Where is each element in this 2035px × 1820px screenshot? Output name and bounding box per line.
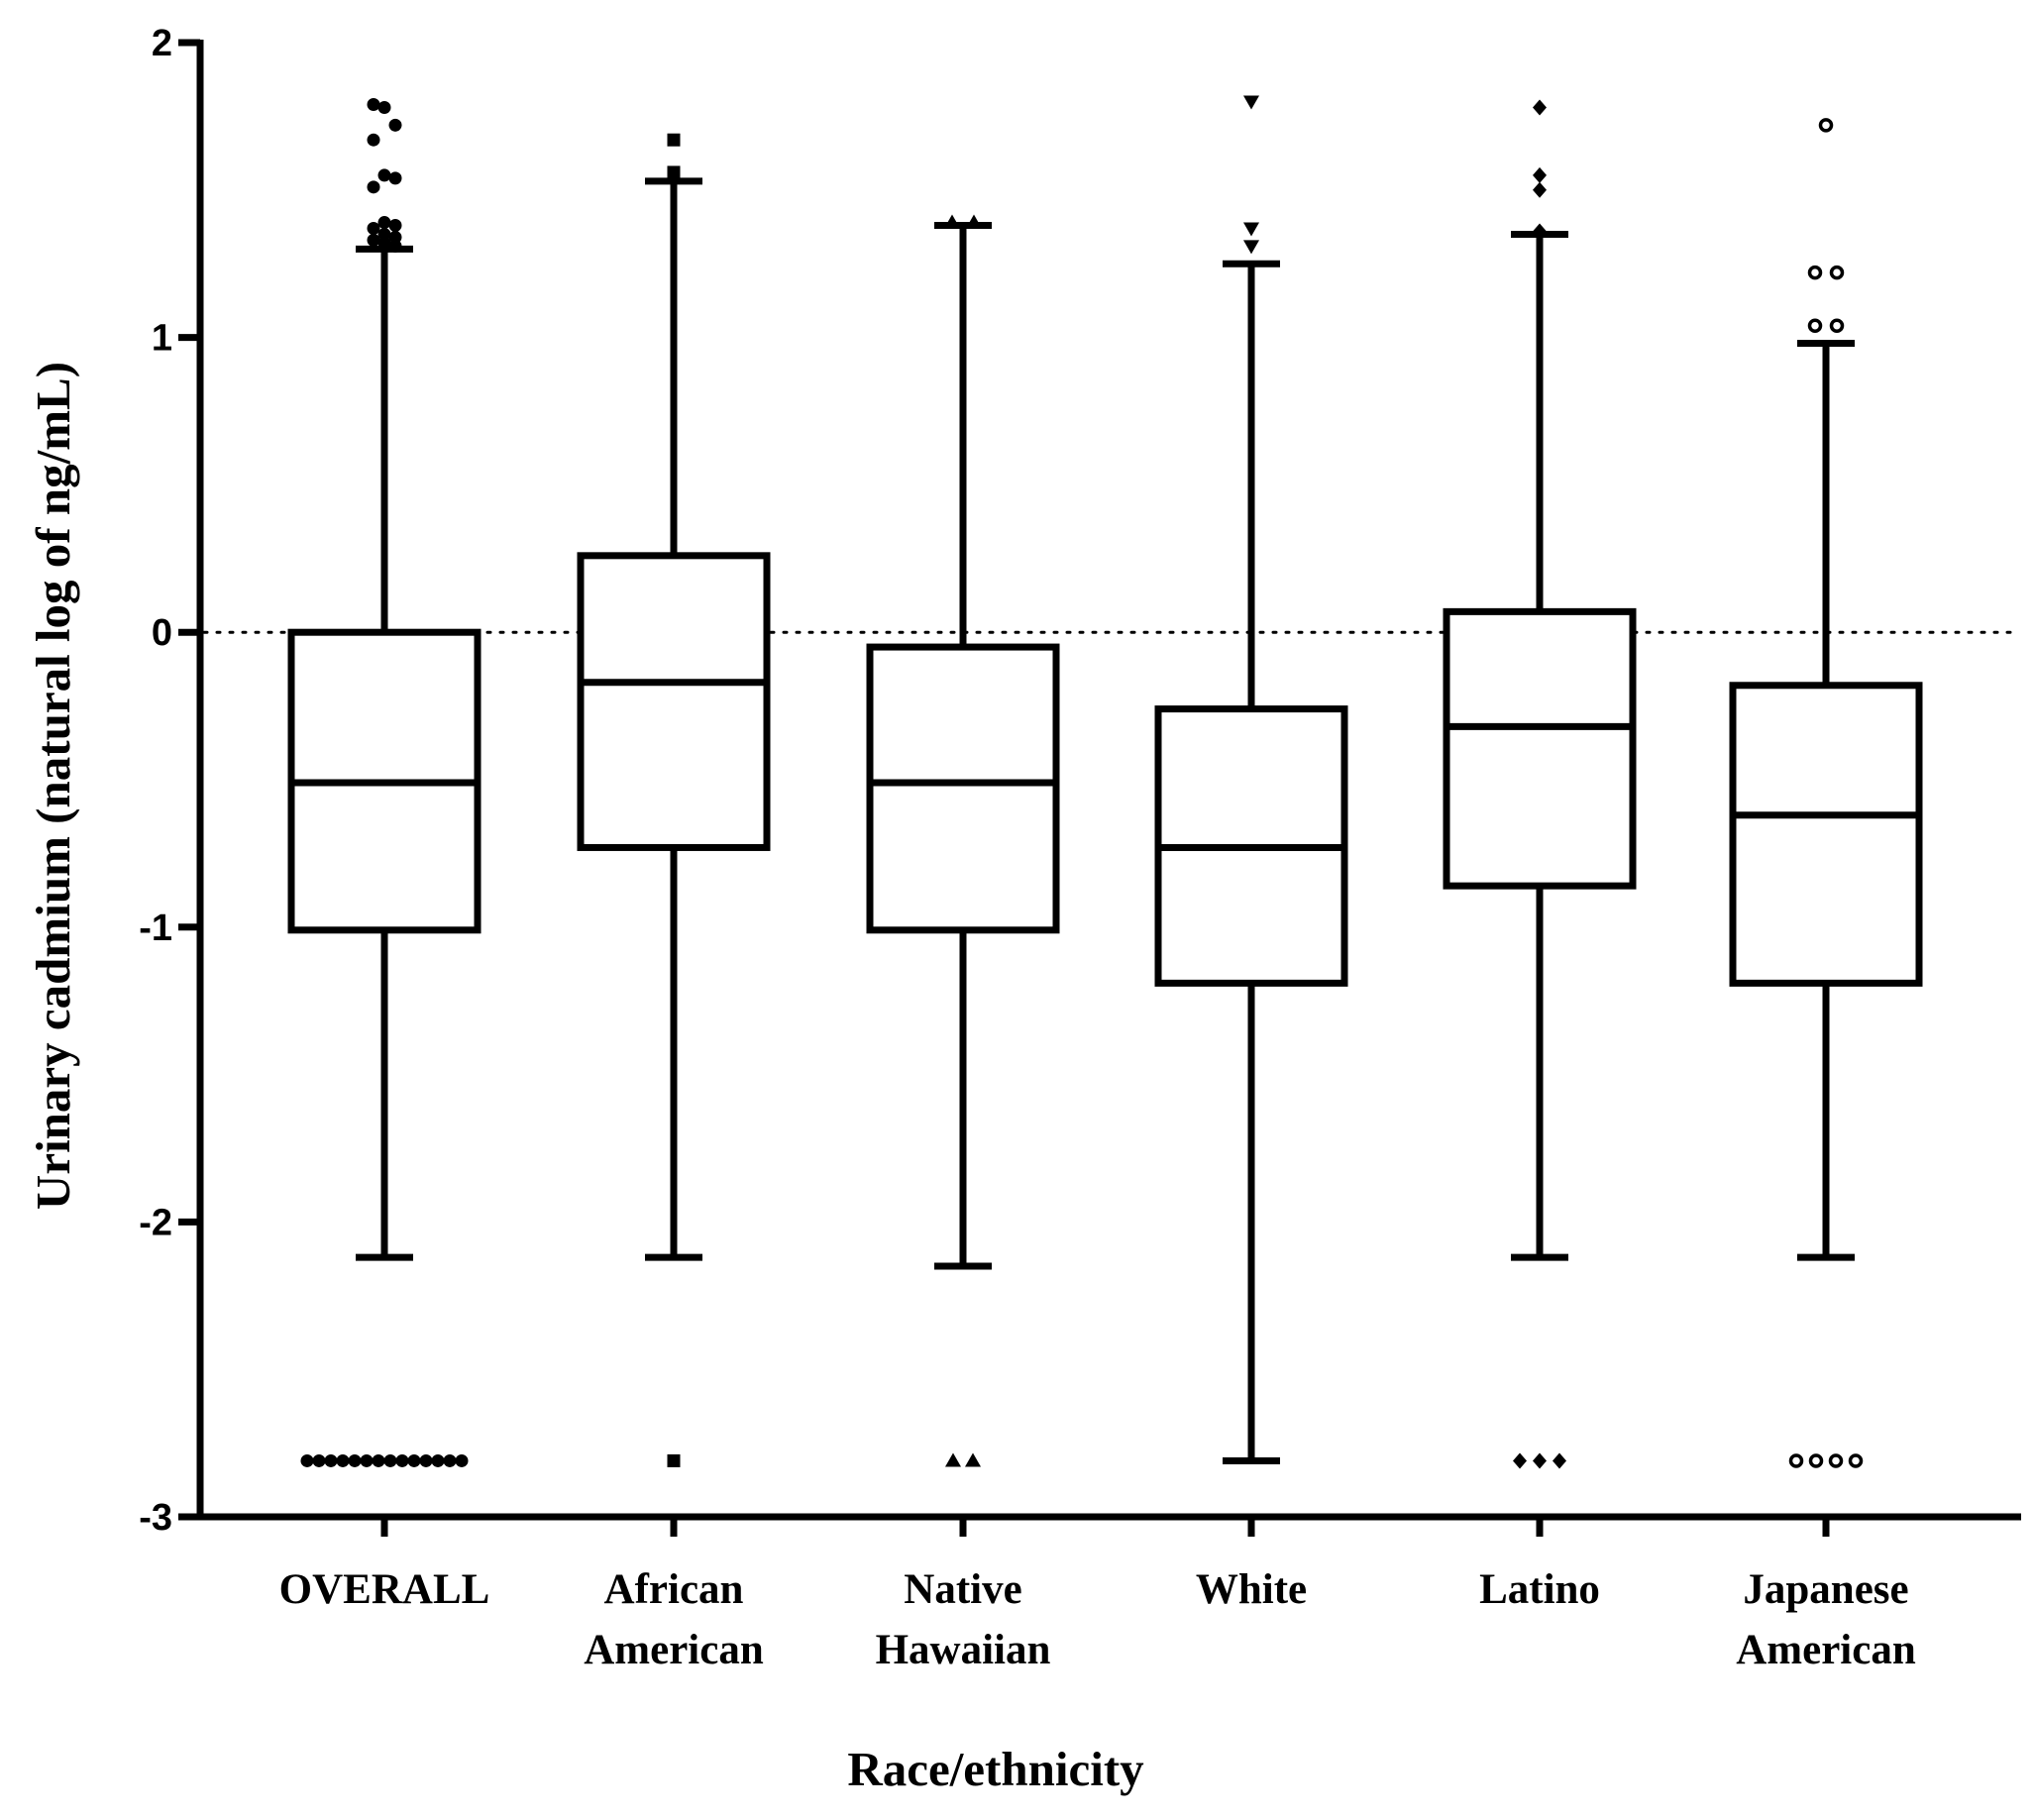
category-label: OVERALL [279,1566,490,1613]
outlier-point [944,214,960,229]
outlier-point [312,1453,326,1467]
x-axis [197,1513,2021,1537]
outlier-point [1243,240,1259,255]
outlier-point [1828,1453,1844,1468]
outlier-point [945,1452,961,1467]
outlier-point [1818,118,1834,133]
outlier-point [1807,318,1823,333]
outlier-point [388,219,402,233]
outlier-point [324,1453,338,1467]
outlier-point [377,216,391,230]
outlier-point [667,1453,681,1467]
outlier-point [667,133,681,147]
y-tick-label: 2 [152,23,172,64]
y-tick-label: 0 [152,612,172,654]
outlier-point [965,1452,981,1467]
category-label: White [1196,1566,1307,1613]
outlier-group [1513,99,1566,1469]
outlier-point [407,1453,421,1467]
outlier-point [367,233,380,247]
outlier-point [1533,181,1547,198]
y-tick-label: -1 [139,908,172,949]
x-axis-title: Race/ethnicity [847,1742,1144,1796]
box-group [866,222,1060,1270]
box-series [287,177,1923,1464]
outlier-point [348,1453,362,1467]
y-axis-title: Urinary cadmium (natural log of ng/mL) [26,362,80,1210]
outlier-point [377,236,391,250]
outlier-point [1848,1453,1864,1468]
outlier-point [372,1453,385,1467]
outlier-point [667,165,681,179]
category-label: American [584,1627,764,1673]
outlier-point [1807,265,1823,280]
outlier-point [1533,1452,1547,1469]
outlier-point [1243,95,1259,110]
box-group [1154,260,1348,1464]
outlier-point [1513,1452,1527,1469]
outlier-point [360,1453,374,1467]
outlier-point [367,97,380,111]
box-group [1729,340,1923,1261]
iqr-box [1729,682,1923,987]
category-label: Latino [1479,1566,1600,1613]
outlier-point [1533,223,1547,240]
iqr-box [866,643,1060,934]
outlier-point [395,1453,409,1467]
category-label: Native [904,1566,1021,1613]
outlier-point [383,1453,397,1467]
outlier-point [443,1453,457,1467]
category-label: African [604,1566,744,1613]
outlier-point [1829,265,1845,280]
outlier-group [667,133,681,1467]
outlier-point [388,171,402,185]
outlier-point [1533,99,1547,116]
outlier-point [367,221,380,235]
outlier-point [367,180,380,194]
outlier-point [1808,1453,1824,1468]
outlier-point [367,133,380,147]
outlier-point [377,100,391,114]
outlier-point [388,118,402,132]
y-tick-label: -3 [139,1497,172,1539]
outlier-point [1829,318,1845,333]
category-label: Japanese [1743,1566,1908,1613]
box-group [1443,230,1637,1261]
outlier-point [966,214,982,229]
outlier-point [1533,166,1547,183]
outlier-point [388,239,402,253]
outlier-point [1243,222,1259,237]
outlier-point [377,168,391,182]
outlier-markers [300,95,1864,1469]
outlier-point [300,1453,314,1467]
outlier-point [336,1453,350,1467]
outlier-group [1788,118,1864,1468]
outlier-point [455,1453,469,1467]
outlier-group [300,97,469,1467]
outlier-point [377,227,391,241]
outlier-point [419,1453,433,1467]
outlier-point [431,1453,445,1467]
category-labels: OVERALL African American Native Hawaiian Whit… [279,1566,1916,1673]
iqr-box [1443,607,1637,890]
outlier-group [944,214,982,1467]
box-group [577,177,771,1261]
category-label: American [1736,1627,1916,1673]
category-label: Hawaiian [876,1627,1051,1673]
outlier-point [1788,1453,1804,1468]
y-tick-label: 1 [152,318,172,360]
y-tick-label: -2 [139,1202,172,1243]
y-axis: 2 1 0 -1 -2 -3 [139,23,204,1539]
iqr-box [577,552,771,851]
outlier-point [1553,1452,1566,1469]
box-group [287,245,482,1261]
outlier-point [388,230,402,244]
outlier-group [1243,95,1259,255]
